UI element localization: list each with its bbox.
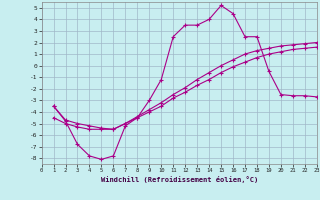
X-axis label: Windchill (Refroidissement éolien,°C): Windchill (Refroidissement éolien,°C)	[100, 176, 258, 183]
